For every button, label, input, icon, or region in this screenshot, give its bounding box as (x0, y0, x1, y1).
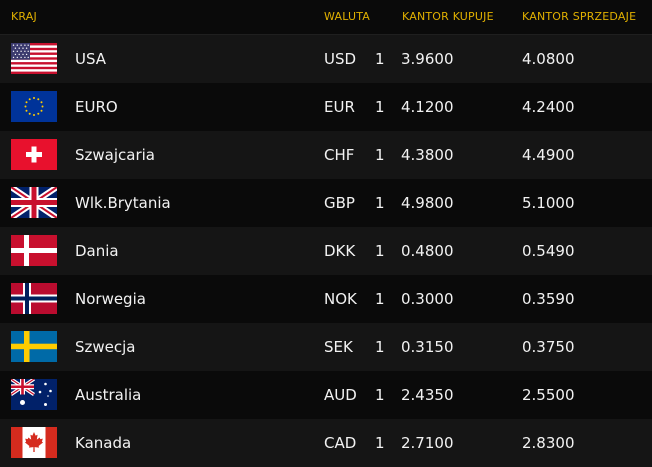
buy-rate: 2.7100 (401, 434, 454, 452)
header-sell: KANTOR SPRZEDAJE (522, 10, 637, 23)
currency-code: USD (324, 50, 357, 68)
sell-rate: 2.8300 (522, 434, 575, 452)
sell-rate: 2.5500 (522, 386, 575, 404)
table-row-cad: Kanada CAD 1 2.7100 2.8300 (0, 419, 652, 467)
us-flag-icon (11, 43, 57, 74)
dk-flag-icon (11, 235, 57, 266)
country-name: Wlk.Brytania (75, 194, 171, 212)
sell-rate: 0.5490 (522, 242, 575, 260)
ch-flag-icon (11, 139, 57, 170)
currency-unit: 1 (375, 50, 385, 68)
table-row-chf: Szwajcaria CHF 1 4.3800 4.4900 (0, 131, 652, 179)
country-name: USA (75, 50, 107, 68)
header-country: KRAJ (11, 10, 37, 23)
currency-unit: 1 (375, 242, 385, 260)
table-row-usd: USA USD 1 3.9600 4.0800 (0, 35, 652, 83)
sell-rate: 4.4900 (522, 146, 575, 164)
buy-rate: 3.9600 (401, 50, 454, 68)
currency-unit: 1 (375, 290, 385, 308)
sell-rate: 5.1000 (522, 194, 575, 212)
sell-rate: 4.0800 (522, 50, 575, 68)
table-row-sek: Szwecja SEK 1 0.3150 0.3750 (0, 323, 652, 371)
header-buy: KANTOR KUPUJE (402, 10, 494, 23)
buy-rate: 4.3800 (401, 146, 454, 164)
au-flag-icon (11, 379, 57, 410)
buy-rate: 2.4350 (401, 386, 454, 404)
buy-rate: 0.3000 (401, 290, 454, 308)
country-name: Szwecja (75, 338, 136, 356)
country-name: Australia (75, 386, 142, 404)
header-currency: WALUTA (324, 10, 371, 23)
eu-flag-icon (11, 91, 57, 122)
table-row-aud: Australia AUD 1 2.4350 2.5500 (0, 371, 652, 419)
buy-rate: 4.9800 (401, 194, 454, 212)
currency-unit: 1 (375, 194, 385, 212)
currency-unit: 1 (375, 98, 385, 116)
currency-code: AUD (324, 386, 357, 404)
gb-flag-icon (11, 187, 57, 218)
se-flag-icon (11, 331, 57, 362)
ca-flag-icon (11, 427, 57, 458)
currency-unit: 1 (375, 146, 385, 164)
currency-code: CHF (324, 146, 355, 164)
table-row-nok: Norwegia NOK 1 0.3000 0.3590 (0, 275, 652, 323)
currency-code: NOK (324, 290, 357, 308)
table-row-dkk: Dania DKK 1 0.4800 0.5490 (0, 227, 652, 275)
currency-unit: 1 (375, 386, 385, 404)
table-header: KRAJ WALUTA KANTOR KUPUJE KANTOR SPRZEDA… (0, 0, 652, 35)
buy-rate: 0.4800 (401, 242, 454, 260)
country-name: Dania (75, 242, 119, 260)
sell-rate: 0.3590 (522, 290, 575, 308)
currency-code: CAD (324, 434, 357, 452)
currency-code: DKK (324, 242, 356, 260)
currency-code: EUR (324, 98, 355, 116)
buy-rate: 4.1200 (401, 98, 454, 116)
currency-code: SEK (324, 338, 353, 356)
country-name: Norwegia (75, 290, 146, 308)
table-row-eur: EURO EUR 1 4.1200 4.2400 (0, 83, 652, 131)
currency-unit: 1 (375, 338, 385, 356)
sell-rate: 4.2400 (522, 98, 575, 116)
table-body: USA USD 1 3.9600 4.0800 EURO EUR 1 4. (0, 35, 652, 467)
buy-rate: 0.3150 (401, 338, 454, 356)
no-flag-icon (11, 283, 57, 314)
currency-code: GBP (324, 194, 355, 212)
currency-unit: 1 (375, 434, 385, 452)
country-name: Kanada (75, 434, 132, 452)
table-row-gbp: Wlk.Brytania GBP 1 4.9800 5.1000 (0, 179, 652, 227)
sell-rate: 0.3750 (522, 338, 575, 356)
country-name: Szwajcaria (75, 146, 155, 164)
country-name: EURO (75, 98, 118, 116)
